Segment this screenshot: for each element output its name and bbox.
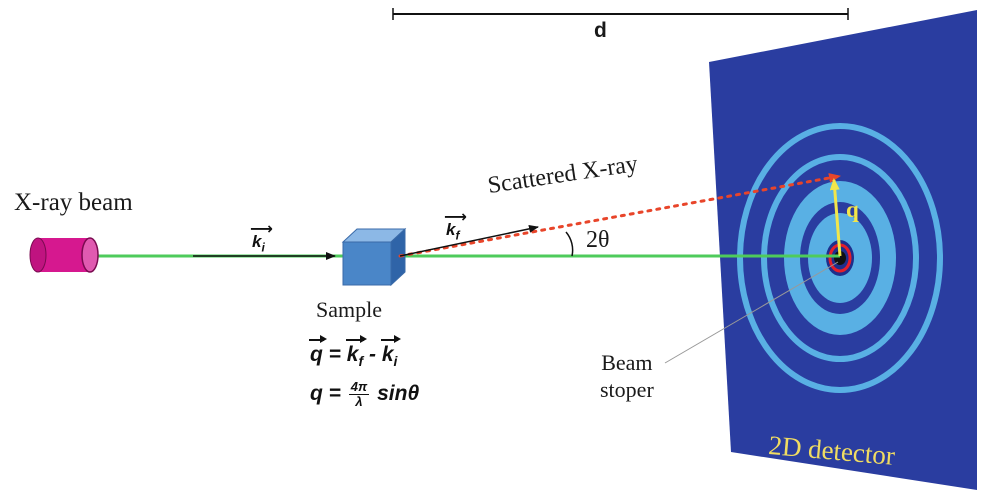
diffraction-rings [737,123,943,393]
eq2-equals: = [328,382,341,406]
distance-label: d [594,19,607,42]
beam-stopper-label-line1: Beam [601,350,653,375]
eq1-term-b: ki [380,334,401,370]
eq1-b-symbol: k [381,343,394,366]
eq1-lhs: q [309,335,327,366]
distance-bar [392,8,849,20]
eq1-minus: - [368,343,376,366]
vector-overarrow-icon: ⟶ [444,209,467,226]
angle-arc [565,231,574,257]
eq2-rhs: sinθ [377,382,420,406]
beam-stopper-pointer [664,261,839,364]
eq1-term-a: kf [345,334,368,370]
vec-symbol: k [252,232,262,251]
eq2-denominator: λ [355,394,363,409]
q-vector-label: q [846,197,859,222]
q-magnitude-equation: q = 4π λ sinθ [310,380,419,409]
beam-stopper-label-line2: stoper [600,377,654,402]
scattered-vector-arrow [399,224,539,257]
vec-symbol: k [446,220,456,239]
vec-subscript: i [261,240,265,255]
vec-subscript: f [455,228,460,243]
eq2-lhs: q [310,382,323,406]
incident-vector-label: ⟶ ki [250,221,273,255]
sample-cube [341,227,407,287]
eq2-numerator: 4π [348,379,370,395]
eq1-a-symbol: k [346,343,359,366]
xray-beam-label: X-ray beam [14,189,133,216]
scattering-vector-equation: q = kf - ki [309,334,401,370]
xray-source [29,237,99,273]
scattered-ray [398,173,842,258]
scattering-angle-label: 2θ [586,227,610,253]
eq1-equals: = [328,343,341,366]
beam-stopper-label: Beam stoper [600,349,654,403]
eq2-fraction: 4π λ [348,379,370,409]
sample-label: Sample [316,297,382,322]
q-vector-arrow [829,178,842,257]
eq1-a-sub: f [358,353,364,370]
scattered-vector-label: ⟶ kf [444,209,467,243]
eq1-b-sub: i [393,353,398,370]
vector-overarrow-icon: ⟶ [250,221,273,238]
